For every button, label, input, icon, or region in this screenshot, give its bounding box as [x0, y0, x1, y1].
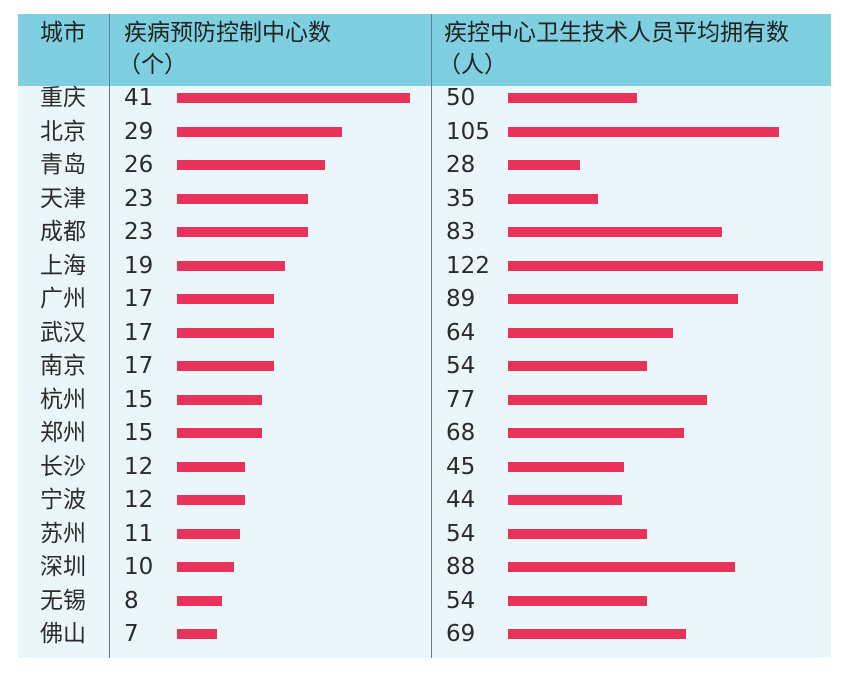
staff-bar — [508, 562, 736, 572]
city-label: 南京 — [40, 353, 86, 379]
centers-value-label: 12 — [124, 487, 154, 513]
staff-value-label: 50 — [446, 85, 476, 111]
staff-value-label: 105 — [446, 118, 490, 145]
centers-value-label: 10 — [124, 554, 154, 580]
centers-value-label: 8 — [124, 587, 139, 614]
staff-bar — [508, 428, 684, 438]
city-label: 广州 — [40, 286, 86, 312]
centers-value-label: 17 — [124, 353, 154, 379]
centers-bar — [177, 394, 263, 405]
header-col2-line2: （人） — [438, 52, 507, 78]
centers-bar — [177, 327, 274, 338]
centers-bar — [177, 193, 308, 204]
centers-bar — [177, 294, 274, 304]
centers-value-label: 26 — [124, 152, 154, 178]
staff-bar — [508, 193, 599, 204]
centers-bar — [177, 428, 263, 438]
centers-value-label: 19 — [124, 252, 154, 279]
centers-bar — [177, 227, 308, 237]
city-label: 成都 — [40, 219, 86, 245]
centers-value-label: 23 — [124, 219, 154, 245]
centers-bar — [177, 461, 246, 472]
centers-value-label: 15 — [124, 386, 154, 413]
centers-value-label: 17 — [124, 319, 154, 346]
centers-bar — [177, 361, 274, 371]
centers-bar — [177, 93, 410, 103]
staff-bar — [508, 327, 674, 338]
staff-value-label: 54 — [446, 587, 476, 614]
centers-value-label: 29 — [124, 118, 154, 145]
staff-value-label: 88 — [446, 554, 476, 580]
divider-columns — [431, 14, 432, 658]
header-col1-line2: （个） — [118, 52, 187, 78]
staff-bar — [508, 126, 780, 137]
divider-city — [109, 14, 110, 658]
centers-bar — [177, 629, 217, 639]
staff-value-label: 69 — [446, 621, 476, 647]
staff-value-label: 64 — [446, 319, 476, 346]
staff-bar — [508, 595, 648, 606]
centers-value-label: 12 — [124, 453, 154, 480]
centers-value-label: 23 — [124, 185, 154, 212]
staff-value-label: 45 — [446, 453, 476, 480]
city-label: 宁波 — [40, 487, 86, 513]
staff-bar — [508, 260, 823, 271]
city-label: 青岛 — [40, 152, 86, 178]
city-label: 苏州 — [40, 520, 86, 547]
centers-bar — [177, 495, 246, 505]
centers-bar — [177, 595, 223, 606]
centers-value-label: 11 — [124, 520, 154, 547]
staff-value-label: 89 — [446, 286, 476, 312]
city-label: 佛山 — [40, 621, 86, 647]
staff-value-label: 122 — [446, 252, 490, 279]
city-label: 深圳 — [40, 554, 86, 580]
header-col2-line1: 疾控中心卫生技术人员平均拥有数 — [444, 20, 789, 46]
staff-value-label: 54 — [446, 520, 476, 547]
centers-bar — [177, 126, 342, 137]
staff-bar — [508, 294, 738, 304]
centers-value-label: 7 — [124, 621, 139, 647]
header-city: 城市 — [40, 20, 86, 46]
staff-value-label: 54 — [446, 353, 476, 379]
staff-bar — [508, 227, 723, 237]
staff-bar — [508, 495, 622, 505]
staff-bar — [508, 394, 707, 405]
staff-bar — [508, 528, 648, 539]
staff-value-label: 68 — [446, 420, 476, 446]
staff-value-label: 77 — [446, 386, 476, 413]
staff-value-label: 83 — [446, 219, 476, 245]
centers-value-label: 15 — [124, 420, 154, 446]
city-label: 长沙 — [40, 453, 86, 480]
centers-bar — [177, 528, 240, 539]
header-bar — [18, 14, 831, 86]
centers-bar — [177, 562, 234, 572]
centers-value-label: 17 — [124, 286, 154, 312]
header-col1-line1: 疾病预防控制中心数 — [124, 20, 331, 46]
centers-bar — [177, 160, 325, 170]
staff-bar — [508, 361, 648, 371]
city-label: 北京 — [40, 118, 86, 145]
staff-bar — [508, 461, 625, 472]
staff-bar — [508, 629, 687, 639]
centers-bar — [177, 260, 285, 271]
city-label: 杭州 — [40, 386, 86, 413]
staff-value-label: 44 — [446, 487, 476, 513]
city-label: 重庆 — [40, 85, 86, 111]
staff-value-label: 35 — [446, 185, 476, 212]
staff-bar — [508, 93, 638, 103]
centers-value-label: 41 — [124, 85, 154, 111]
city-label: 上海 — [40, 252, 86, 279]
city-label: 天津 — [40, 185, 86, 212]
city-label: 郑州 — [40, 420, 86, 446]
city-label: 武汉 — [40, 319, 86, 346]
city-label: 无锡 — [40, 587, 86, 614]
staff-bar — [508, 160, 581, 170]
staff-value-label: 28 — [446, 152, 476, 178]
